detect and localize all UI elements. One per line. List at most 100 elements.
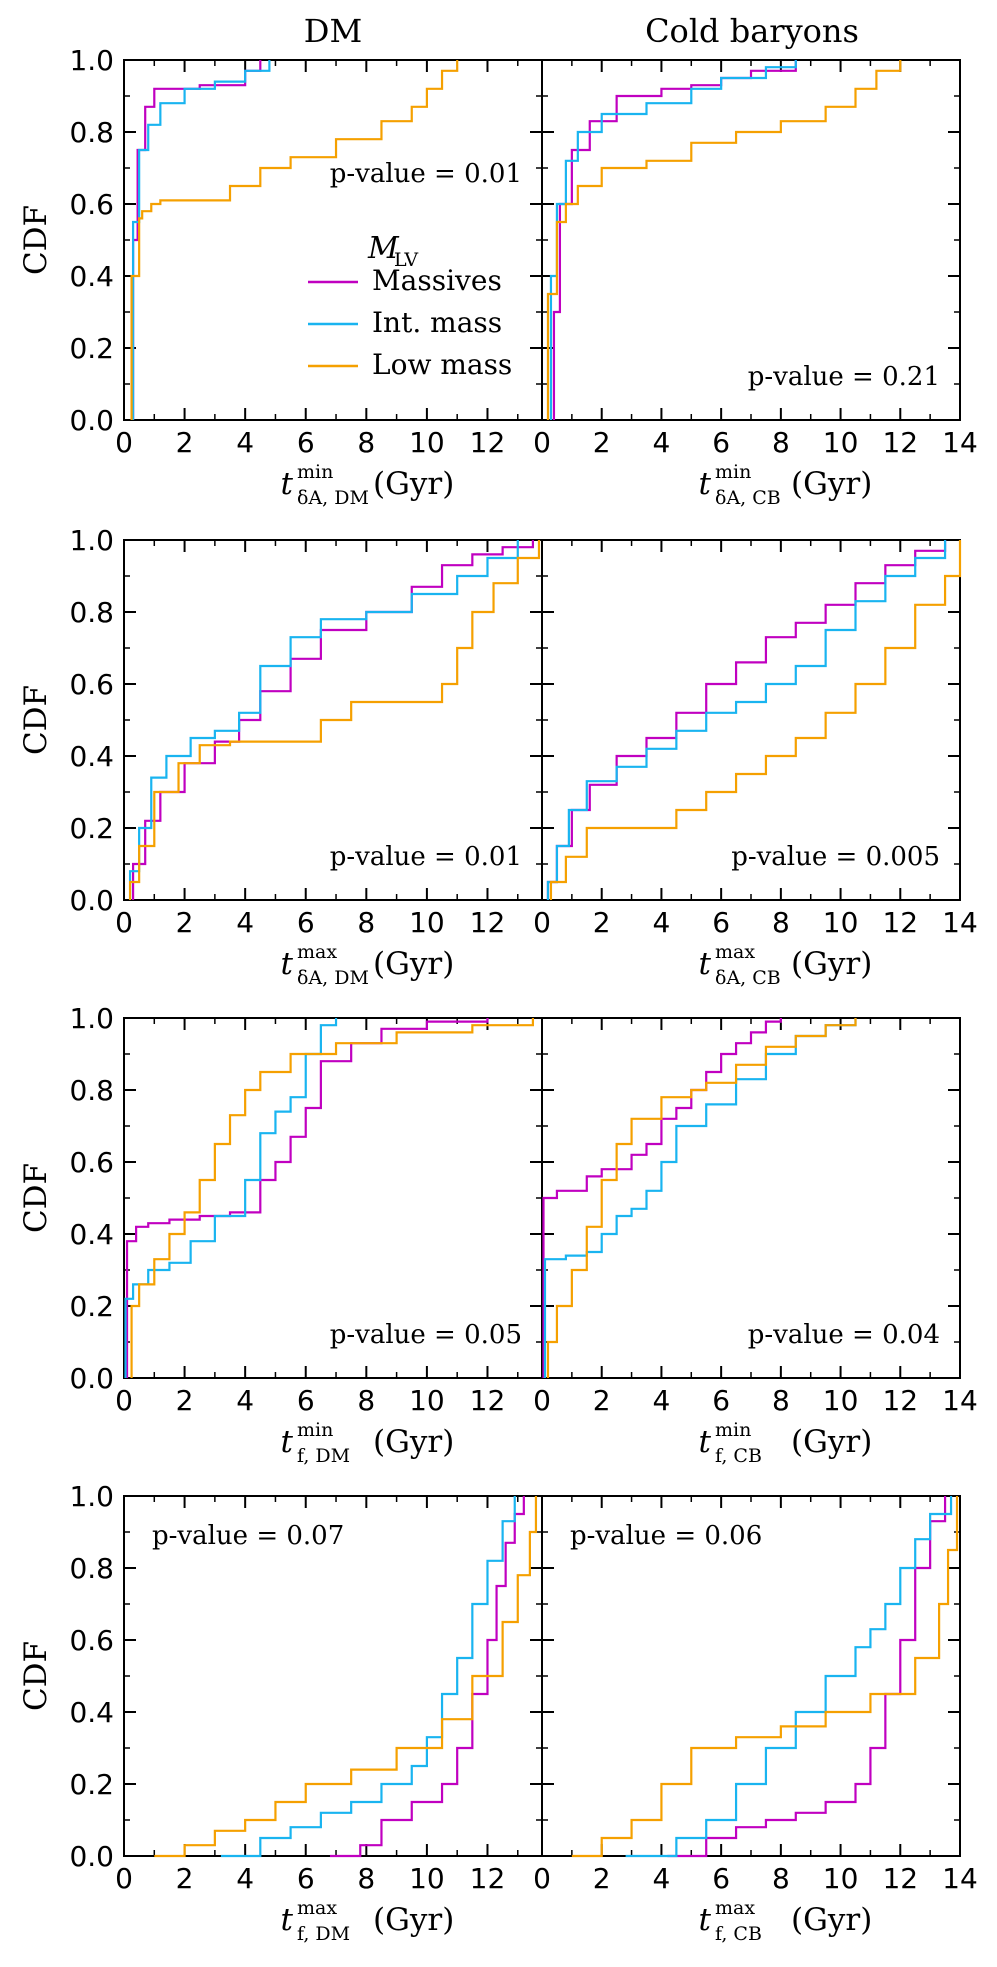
x-tick-label: 6	[297, 1862, 315, 1895]
x-axis-label-superscript: min	[297, 461, 333, 483]
x-axis-label-symbol: t	[699, 466, 712, 502]
x-tick-label: 8	[772, 426, 790, 459]
x-tick-label: 10	[823, 1384, 859, 1417]
x-tick-label: 0	[533, 1862, 551, 1895]
y-tick-label: 0.0	[69, 1840, 114, 1873]
x-tick-label: 12	[882, 426, 918, 459]
series-line-low-mass	[154, 1496, 538, 1858]
x-axis-label-subscript: f, DM	[297, 1923, 350, 1945]
y-axis-label: CDF	[18, 685, 54, 755]
x-tick-label: 12	[882, 906, 918, 939]
x-tick-label: 12	[470, 426, 506, 459]
x-tick-label: 2	[176, 426, 194, 459]
x-tick-label: 4	[236, 1862, 254, 1895]
series-line-massives	[131, 60, 262, 420]
y-tick-label: 0.6	[69, 188, 114, 221]
x-axis-label-subscript: δA, DM	[297, 487, 369, 509]
x-axis-label-subscript: f, CB	[715, 1923, 762, 1945]
legend-title-subscript: LV	[394, 249, 418, 271]
panel-3: 0.0 0.2 0.4 0.6 0.8 1.0 0 2 4 6 8 10 12 CDF t max δA, DM…	[18, 524, 543, 989]
x-tick-label: 12	[470, 1384, 506, 1417]
series-line-int-mass	[546, 540, 947, 900]
x-axis-label-symbol: t	[281, 1424, 294, 1460]
x-axis-label-superscript: max	[297, 941, 337, 963]
x-tick-label: 10	[409, 426, 445, 459]
series-line-low-mass	[546, 1018, 857, 1378]
y-tick-label: 0.4	[69, 740, 114, 773]
x-tick-label: 2	[176, 1384, 194, 1417]
x-tick-label: 14	[942, 1862, 978, 1895]
x-tick-label: 2	[593, 906, 611, 939]
column-title-cold-baryons: Cold baryons	[645, 12, 859, 50]
x-tick-label: 4	[653, 1862, 671, 1895]
p-value-label: p-value = 0.07	[152, 1521, 344, 1551]
series-line-int-mass	[124, 1018, 338, 1378]
y-tick-label: 0.0	[69, 884, 114, 917]
y-tick-label: 0.6	[69, 668, 114, 701]
p-value-label: p-value = 0.04	[748, 1320, 940, 1350]
series-line-low-mass	[130, 60, 459, 420]
p-value-label: p-value = 0.21	[748, 362, 940, 392]
x-tick-label: 8	[772, 1862, 790, 1895]
y-tick-label: 0.8	[69, 116, 114, 149]
series-line-massives	[542, 1018, 782, 1378]
y-tick-label: 0.0	[69, 404, 114, 437]
x-axis-label-superscript: min	[297, 1419, 333, 1441]
x-axis-label-subscript: δA, CB	[715, 487, 781, 509]
panel-6: 0 2 4 6 8 10 12 14 t min f, CB (Gyr) p-value = 0.04	[533, 1017, 978, 1467]
series-line-int-mass	[625, 1496, 953, 1858]
x-tick-label: 14	[942, 426, 978, 459]
series-line-massives	[131, 540, 535, 900]
series-line-low-mass	[130, 1018, 535, 1378]
series-line-massives	[329, 1496, 525, 1858]
y-axis-label: CDF	[18, 1641, 54, 1711]
x-tick-label: 0	[115, 1862, 133, 1895]
x-tick-label: 4	[653, 906, 671, 939]
x-tick-label: 10	[409, 1384, 445, 1417]
x-axis-label-symbol: t	[699, 1902, 712, 1938]
y-tick-label: 1.0	[69, 1002, 114, 1035]
series-line-low-mass	[571, 1496, 959, 1858]
x-tick-label: 8	[357, 426, 375, 459]
legend-entry: Massives	[372, 264, 502, 297]
x-axis-label-symbol: t	[281, 946, 294, 982]
y-tick-label: 0.2	[69, 1768, 114, 1801]
series-line-int-mass	[131, 60, 271, 420]
x-axis-label-superscript: min	[715, 1419, 751, 1441]
series-line-massives	[125, 1018, 489, 1378]
x-axis-label-unit: (Gyr)	[373, 1902, 454, 1938]
x-tick-label: 2	[593, 1384, 611, 1417]
x-tick-label: 8	[357, 1384, 375, 1417]
x-axis-label-unit: (Gyr)	[373, 946, 454, 982]
x-axis-label-superscript: min	[715, 461, 751, 483]
legend-title: M	[367, 231, 400, 266]
x-axis-label-unit: (Gyr)	[791, 1424, 872, 1460]
y-tick-label: 0.8	[69, 1074, 114, 1107]
x-axis-label-unit: (Gyr)	[791, 1902, 872, 1938]
panel-1: 0.0 0.2 0.4 0.6 0.8 1.0 0 2 4 6 8 10 12 CDF t min δA, DM…	[18, 44, 543, 509]
y-tick-label: 0.4	[69, 260, 114, 293]
x-tick-label: 8	[357, 906, 375, 939]
x-axis-label-subscript: f, DM	[297, 1445, 350, 1467]
x-tick-label: 12	[470, 1862, 506, 1895]
x-axis-label-subscript: f, CB	[715, 1445, 762, 1467]
x-axis-label-unit: (Gyr)	[791, 466, 872, 502]
x-tick-label: 6	[712, 906, 730, 939]
x-tick-label: 2	[176, 1862, 194, 1895]
x-tick-label: 4	[653, 1384, 671, 1417]
x-tick-label: 4	[653, 426, 671, 459]
y-tick-label: 0.8	[69, 596, 114, 629]
x-tick-label: 6	[712, 1384, 730, 1417]
x-tick-label: 6	[712, 426, 730, 459]
legend-entry: Low mass	[372, 348, 512, 381]
x-tick-label: 6	[297, 1384, 315, 1417]
x-tick-label: 14	[942, 906, 978, 939]
x-tick-label: 0	[533, 1384, 551, 1417]
series-line-int-mass	[128, 540, 519, 900]
panel-5: 0.0 0.2 0.4 0.6 0.8 1.0 0 2 4 6 8 10 12 CDF t min f, DM (…	[18, 1002, 543, 1467]
y-axis-label: CDF	[18, 205, 54, 275]
x-tick-label: 10	[823, 426, 859, 459]
y-tick-label: 0.4	[69, 1696, 114, 1729]
